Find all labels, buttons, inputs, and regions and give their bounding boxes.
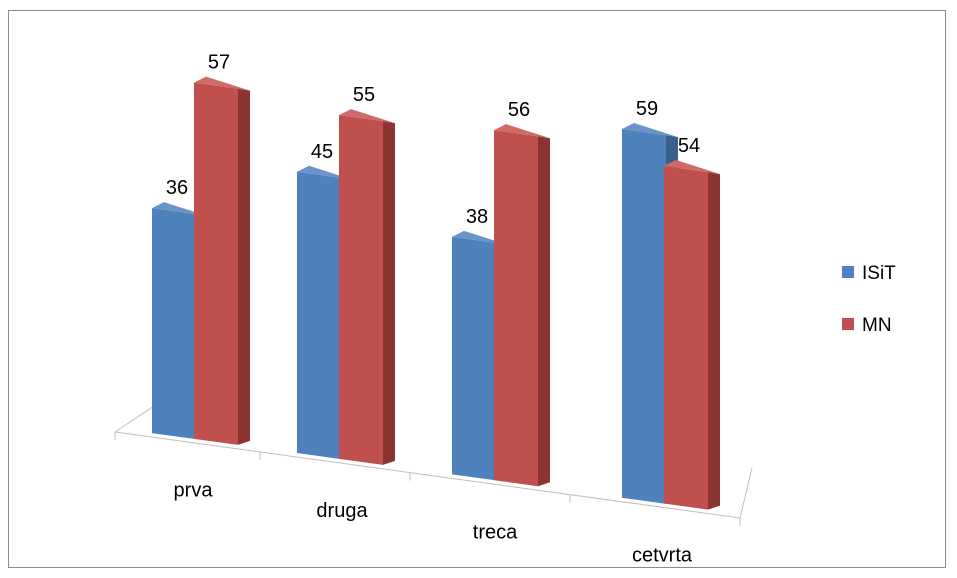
legend-item-mn: MN [842,315,892,336]
bar-top [494,124,550,139]
bar-front [494,130,538,487]
data-label: 45 [311,141,333,163]
bar-front [339,115,383,465]
bar-front [452,236,496,481]
category-label: druga [316,500,368,522]
data-label: 59 [636,98,658,120]
bar-front [152,208,196,440]
data-label: 54 [678,135,700,157]
legend: ISiT MN [842,263,896,336]
bar-side [383,121,395,465]
legend-item-isit: ISiT [842,263,896,284]
bar-mn-treca [494,124,550,487]
bar-front [622,129,666,504]
bar-side [708,172,720,510]
bar-front [297,171,341,460]
legend-label: MN [862,315,892,336]
category-labels: prva druga treca cetvrta [174,480,693,567]
bar-side [238,88,250,445]
category-label: treca [473,521,518,543]
data-label: 57 [208,52,230,74]
legend-label: ISiT [862,263,896,284]
bar-top [194,76,250,91]
data-label: 55 [353,84,375,106]
legend-swatch [842,318,854,330]
bar-top [664,160,720,175]
data-label: 36 [166,177,188,199]
bar-front [664,166,708,510]
bar-front [194,82,238,445]
legend-swatch [842,266,854,278]
data-labels: 36 57 45 55 38 56 59 54 [166,52,700,228]
bar-top [622,123,678,138]
category-label: cetvrta [632,544,693,566]
bars [152,76,720,510]
data-label: 56 [508,99,530,121]
category-label: prva [174,480,214,502]
data-label: 38 [466,206,488,228]
bar-side [538,136,550,487]
bar-mn-cetvrta [664,160,720,510]
bar-mn-prva [194,76,250,445]
bar-mn-druga [339,109,395,465]
bar-top [339,109,395,124]
